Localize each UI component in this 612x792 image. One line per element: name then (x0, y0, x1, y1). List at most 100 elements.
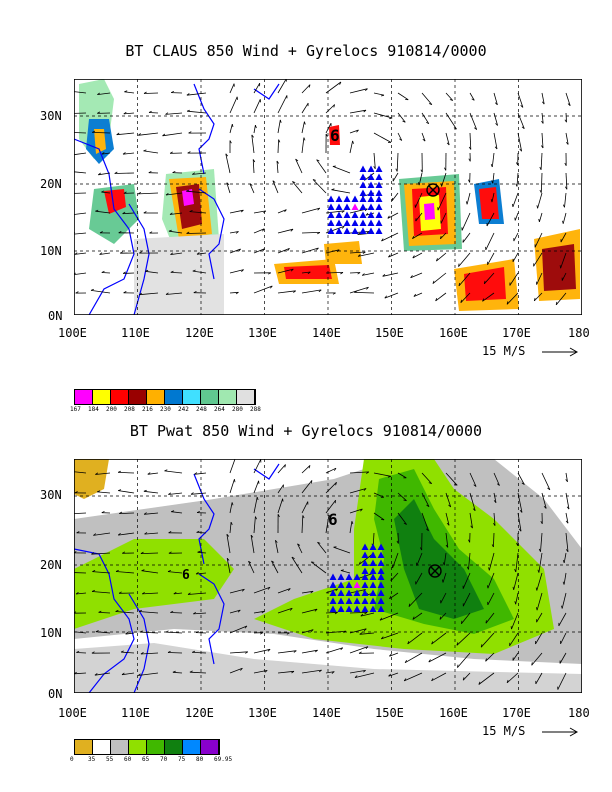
wind-arrow-head (101, 152, 105, 155)
wind-arrow-head (279, 119, 282, 123)
wind-arrow-head (188, 131, 192, 134)
wind-arrow-head (519, 148, 522, 152)
wind-arrow-head (468, 158, 471, 162)
wind-arrow (229, 269, 244, 274)
wind-arrow-head (536, 205, 538, 209)
wind-arrow-head (118, 489, 122, 491)
colorbar-label: 65 (142, 756, 150, 763)
wind-arrow (301, 480, 313, 494)
wind-arrow-head (148, 110, 152, 113)
top-xtick: 170E (502, 326, 531, 340)
wind-arrow-head (396, 540, 399, 544)
wind-arrow-head (453, 127, 457, 130)
wind-arrow (277, 607, 293, 614)
wind-arrow (101, 272, 111, 274)
wind-arrow (229, 625, 248, 634)
wind-arrow-head (271, 560, 275, 563)
top-reference-arrow (542, 347, 579, 357)
wind-arrow (437, 192, 447, 211)
wind-arrow-head (101, 190, 105, 193)
wind-arrow (493, 512, 496, 526)
wind-arrow-head (303, 137, 306, 141)
gyre-location-marker (337, 589, 345, 596)
gyre-location-marker (367, 165, 375, 172)
wind-arrow (301, 501, 309, 514)
wind-arrow-head (314, 649, 318, 653)
wind-arrow (373, 152, 376, 169)
wind-arrow (469, 492, 476, 511)
gyre-location-marker (353, 597, 361, 604)
wind-arrow (74, 572, 87, 574)
wind-arrow-head (562, 204, 565, 208)
wind-arrow-head (97, 490, 101, 493)
wind-arrow (462, 592, 471, 607)
wind-arrow (412, 232, 423, 239)
bottom-xtick: 160E (439, 706, 468, 720)
wind-arrow-head (341, 226, 345, 229)
wind-arrow-head (449, 99, 453, 101)
wind-arrow (74, 471, 87, 474)
gyre-location-marker (361, 551, 369, 558)
wind-arrow (462, 672, 471, 681)
wind-arrow-head (412, 616, 415, 620)
wind-arrow-head (98, 172, 101, 176)
wind-arrow-head (262, 248, 265, 252)
wind-arrow (301, 247, 319, 254)
wind-arrow (462, 572, 471, 589)
wind-arrow-head (240, 667, 243, 671)
wind-arrow (541, 112, 544, 124)
wind-arrow (491, 192, 495, 203)
gyre-location-marker (351, 211, 359, 218)
wind-arrow-head (288, 588, 291, 591)
wind-arrow-head (381, 238, 384, 242)
wind-arrow (349, 251, 366, 254)
gyre-location-marker (345, 597, 353, 604)
wind-arrow (98, 612, 111, 614)
wind-arrow-head (388, 673, 391, 677)
wind-arrow (517, 492, 523, 513)
top-xtick: 140E (312, 326, 341, 340)
wind-arrow (445, 492, 452, 508)
wind-arrow (461, 212, 471, 231)
wind-arrow-head (465, 201, 468, 205)
wind-arrow-head (387, 475, 392, 478)
wind-arrow (95, 631, 111, 634)
wind-arrow-head (515, 162, 519, 166)
wind-arrow (413, 292, 423, 297)
wind-arrow (226, 558, 231, 574)
top-ytick: 20N (40, 177, 62, 191)
wind-arrow-head (143, 91, 147, 94)
wind-arrow-head (192, 269, 196, 272)
wind-arrow (534, 232, 543, 248)
wind-arrow-head (516, 543, 519, 546)
wind-arrow (432, 272, 447, 284)
wind-arrow-head (412, 255, 415, 259)
wind-arrow-head (143, 149, 147, 152)
gyre-location-marker (367, 203, 375, 210)
wind-arrow-head (122, 211, 126, 215)
gyre-location-marker (337, 605, 345, 612)
wind-arrow (517, 512, 522, 532)
wind-arrow (173, 592, 183, 595)
wind-arrow-head (249, 183, 253, 186)
wind-arrow (76, 592, 87, 595)
wind-arrow (390, 572, 399, 582)
wind-arrow-head (91, 552, 95, 555)
wind-arrow (124, 91, 135, 94)
wind-arrow (412, 612, 423, 620)
wind-arrow-head (413, 293, 417, 297)
wind-arrow (469, 92, 475, 101)
wind-arrow-head (164, 469, 168, 472)
gyre-location-marker (351, 219, 359, 226)
wind-arrow-head (410, 275, 413, 278)
gyre-location-marker (369, 589, 377, 596)
wind-arrow (186, 232, 207, 234)
wind-arrow (229, 231, 239, 234)
wind-arrow-head (255, 124, 257, 129)
wind-arrow-head (363, 670, 366, 673)
wind-arrow-head (480, 644, 483, 648)
wind-arrow (253, 670, 268, 674)
wind-arrow (421, 492, 430, 507)
wind-arrow-head (148, 170, 152, 174)
wind-arrow (165, 192, 183, 196)
